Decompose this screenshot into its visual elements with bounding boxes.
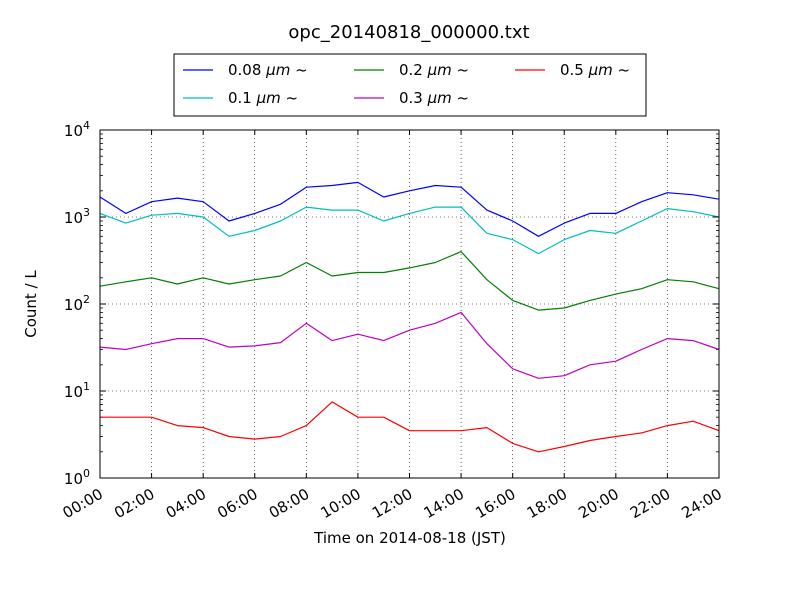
legend-unit: μm — [588, 61, 613, 79]
y-tick-exponent: 3 — [83, 206, 90, 219]
legend-suffix: ~ — [290, 61, 307, 79]
y-tick-exponent: 0 — [83, 467, 90, 480]
legend-unit: μm — [427, 89, 452, 107]
major-ticks — [99, 129, 720, 479]
y-tick-label: 100 — [64, 467, 90, 488]
y-tick-label: 103 — [64, 206, 90, 227]
x-tick-label: 06:00 — [214, 485, 260, 522]
y-tick-base: 10 — [64, 470, 83, 488]
legend-label-3: 0.3 μm ~ — [399, 89, 469, 107]
legend-suffix: ~ — [452, 89, 469, 107]
series-line-2 — [99, 251, 720, 311]
x-tick-labels: 00:00 02:00 04:00 06:00 08:00 10:00 12:00 14:00… — [60, 485, 725, 522]
legend-size: 0.2 — [399, 61, 428, 79]
series-line-1 — [99, 206, 720, 255]
series-line-4 — [100, 401, 720, 453]
y-tick-base: 10 — [64, 209, 83, 227]
x-tick-label: 18:00 — [524, 485, 570, 522]
legend-box — [173, 53, 647, 117]
x-tick-label: 14:00 — [421, 485, 467, 522]
x-tick-label: 02:00 — [111, 485, 157, 522]
x-tick-label: 00:00 — [60, 485, 106, 522]
series-line-0 — [99, 181, 720, 237]
x-tick-label: 22:00 — [627, 485, 673, 522]
x-axis-label: Time on 2014-08-18 (JST) — [313, 529, 506, 547]
x-tick-label: 04:00 — [163, 485, 209, 522]
y-tick-base: 10 — [64, 122, 83, 140]
y-tick-exponent: 2 — [83, 293, 90, 306]
y-tick-label: 104 — [64, 119, 90, 140]
x-tick-label: 20:00 — [575, 485, 621, 522]
legend-suffix: ~ — [452, 61, 469, 79]
y-axis-label: Count / L — [22, 270, 40, 338]
y-tick-exponent: 1 — [83, 380, 90, 393]
legend-size: 0.08 — [228, 61, 266, 79]
x-tick-label: 08:00 — [266, 485, 312, 522]
x-tick-label: 24:00 — [679, 485, 725, 522]
legend-size: 0.1 — [228, 89, 257, 107]
legend: 0.08 μm ~0.1 μm ~0.2 μm ~0.3 μm ~0.5 μm … — [173, 53, 647, 117]
series-line-3 — [99, 311, 720, 379]
legend-label-1: 0.1 μm ~ — [228, 89, 298, 107]
legend-label-2: 0.2 μm ~ — [399, 61, 469, 79]
legend-label-4: 0.5 μm ~ — [560, 61, 630, 79]
x-tick-label: 10:00 — [317, 485, 363, 522]
plot-frame — [100, 130, 719, 478]
legend-size: 0.5 — [560, 61, 589, 79]
y-tick-exponent: 4 — [83, 119, 90, 132]
legend-unit: μm — [256, 89, 281, 107]
legend-suffix: ~ — [613, 61, 630, 79]
legend-size: 0.3 — [399, 89, 428, 107]
legend-unit: μm — [265, 61, 290, 79]
legend-unit: μm — [427, 61, 452, 79]
y-tick-label: 101 — [64, 380, 90, 401]
y-tick-label: 102 — [64, 293, 90, 314]
chart-title: opc_20140818_000000.txt — [288, 22, 529, 43]
x-tick-label: 16:00 — [472, 485, 518, 522]
x-tick-label: 12:00 — [369, 485, 415, 522]
y-tick-base: 10 — [64, 296, 83, 314]
legend-suffix: ~ — [281, 89, 298, 107]
y-tick-base: 10 — [64, 383, 83, 401]
legend-label-0: 0.08 μm ~ — [228, 61, 308, 79]
plot-area — [99, 129, 720, 479]
series-lines — [99, 181, 720, 453]
